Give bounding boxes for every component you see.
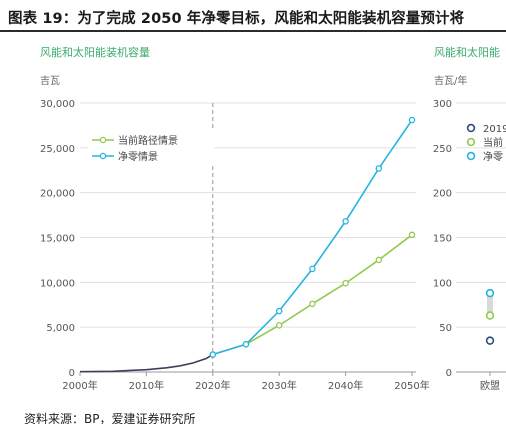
chart1-y-tick-label: 0 (69, 368, 75, 379)
chart2-legend-marker (466, 137, 476, 147)
chart2-y-tick-label: 0 (446, 368, 452, 379)
page-title: 图表 19：为了完成 2050 年净零目标，风能和太阳能装机容量预计将 (8, 11, 465, 27)
chart2-legend-label: 净零 (483, 150, 503, 163)
chart1-y-tick-label: 5,000 (46, 323, 75, 334)
chart1-title: 风能和太阳能装机容量 (40, 45, 150, 59)
chart1-legend-label: 净零情景 (118, 150, 158, 163)
chart1-data-point-1 (408, 116, 416, 124)
chart2-data-point-0 (485, 336, 495, 345)
chart1-data-point-0 (342, 279, 349, 287)
chart1-data-point-1 (342, 218, 349, 225)
chart2-data-point-1 (485, 311, 495, 320)
chart2-y-tick-label: 50 (439, 323, 452, 334)
chart2-y-tick-label: 250 (433, 144, 452, 155)
chart2-legend-marker (466, 123, 476, 133)
chart2-data-point-2 (485, 288, 495, 298)
chart2-title: 风能和太阳能 (434, 45, 500, 59)
chart1-x-tick-label: 2020年 (195, 379, 230, 392)
chart1-legend-marker (99, 152, 107, 160)
chart1-data-point-0 (375, 256, 383, 264)
chart1-x-tick-label: 2040年 (328, 379, 363, 392)
chart1-ylabel: 吉瓦 (40, 75, 60, 87)
chart2-y-tick-label: 150 (433, 234, 452, 245)
title-divider (0, 30, 506, 32)
chart1-x-tick-label: 2050年 (394, 379, 429, 392)
chart1-data-point-1 (275, 307, 283, 315)
chart1-y-tick-label: 25,000 (40, 144, 75, 155)
chart2-y-tick-label: 100 (433, 278, 452, 289)
chart2-y-tick-label: 300 (433, 99, 452, 110)
chart1-legend-label: 当前路径情景 (118, 134, 178, 147)
chart1-data-point-1 (309, 265, 316, 273)
chart1-legend-box (88, 130, 214, 166)
chart1-data-point-1 (375, 165, 383, 172)
chart1-history-line (79, 353, 214, 373)
chart1-data-point-0 (275, 322, 283, 329)
chart1-y-tick-label: 15,000 (40, 234, 75, 245)
chart2-category-label: 欧盟 (480, 380, 500, 392)
chart1-legend-marker (99, 136, 107, 144)
chart1-y-tick-label: 10,000 (40, 278, 75, 289)
chart1-x-tick-label: 2000年 (62, 379, 97, 392)
chart1-data-point-0 (408, 231, 416, 239)
source-note: 资料来源：BP，爱建证券研究所 (24, 412, 196, 424)
chart1-x-tick-label: 2010年 (129, 379, 164, 392)
chart2-legend-label: 当前 (483, 136, 503, 149)
chart2-legend-marker (466, 151, 476, 161)
chart2-y-tick-label: 200 (433, 189, 452, 200)
chart1-data-point-1 (242, 340, 250, 348)
chart2-range-bar (487, 293, 493, 316)
chart1-y-tick-label: 20,000 (40, 189, 75, 200)
chart1-y-tick-label: 30,000 (40, 99, 75, 110)
chart1-data-point-0 (309, 300, 316, 308)
chart1-data-point-1 (209, 351, 217, 358)
chart1-series-line-0 (212, 234, 413, 356)
chart2-legend-label: 2019 (483, 124, 506, 135)
chart1-x-tick-label: 2030年 (261, 379, 296, 392)
chart2-ylabel: 吉瓦/年 (434, 74, 467, 87)
